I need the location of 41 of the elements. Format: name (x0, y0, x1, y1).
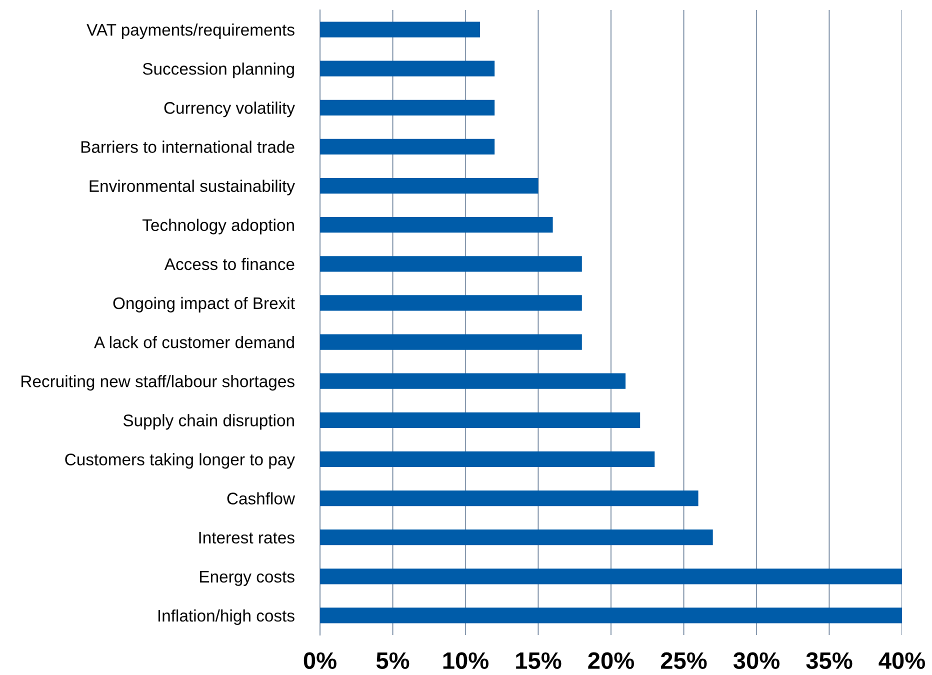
x-tick-label: 40% (878, 652, 926, 670)
y-tick-label: Technology adoption (142, 218, 294, 234)
bar (320, 608, 902, 624)
x-tick-label: 10% (443, 652, 489, 670)
bar (320, 256, 582, 272)
x-tick-label: 15% (516, 652, 562, 670)
bar (320, 217, 553, 233)
bar (320, 138, 495, 155)
x-tick-label: 30% (733, 652, 780, 670)
bar (320, 100, 495, 116)
y-tick-label: Cashflow (227, 492, 296, 504)
y-tick-label: Recruiting new staff/labour shortages (22, 375, 294, 391)
y-tick-label: Currency volatility (164, 102, 295, 118)
x-tick-label: 0% (304, 652, 336, 670)
bar (320, 373, 626, 389)
y-tick-label: Access to finance (164, 258, 294, 270)
y-tick-label: Barriers to international trade (81, 140, 294, 153)
bar (320, 490, 698, 506)
y-tick-label: Customers taking longer to pay (65, 453, 295, 469)
x-tick-label: 5% (376, 652, 410, 670)
bar (320, 451, 655, 468)
y-tick-label: Interest rates (199, 532, 294, 544)
bar (320, 568, 902, 584)
y-tick-label: A lack of customer demand (94, 336, 294, 348)
y-tick-label: Energy costs (200, 570, 294, 586)
y-tick-label: Succession planning (142, 62, 294, 78)
bar (320, 530, 713, 546)
bar (320, 412, 640, 428)
bar (320, 60, 495, 76)
bar (320, 22, 480, 38)
y-tick-label: Supply chain disruption (123, 414, 294, 430)
x-tick-label: 20% (588, 652, 634, 670)
y-tick-label: Environmental sustainability (90, 180, 295, 196)
bar (320, 295, 582, 311)
x-tick-label: 35% (806, 652, 852, 670)
bar (320, 178, 538, 194)
y-tick-label: Inflation/high costs (158, 609, 294, 625)
bar (320, 334, 582, 350)
y-tick-label: VAT payments/requirements (86, 23, 294, 40)
x-tick-label: 25% (660, 652, 707, 670)
y-tick-label: Ongoing impact of Brexit (113, 296, 295, 312)
